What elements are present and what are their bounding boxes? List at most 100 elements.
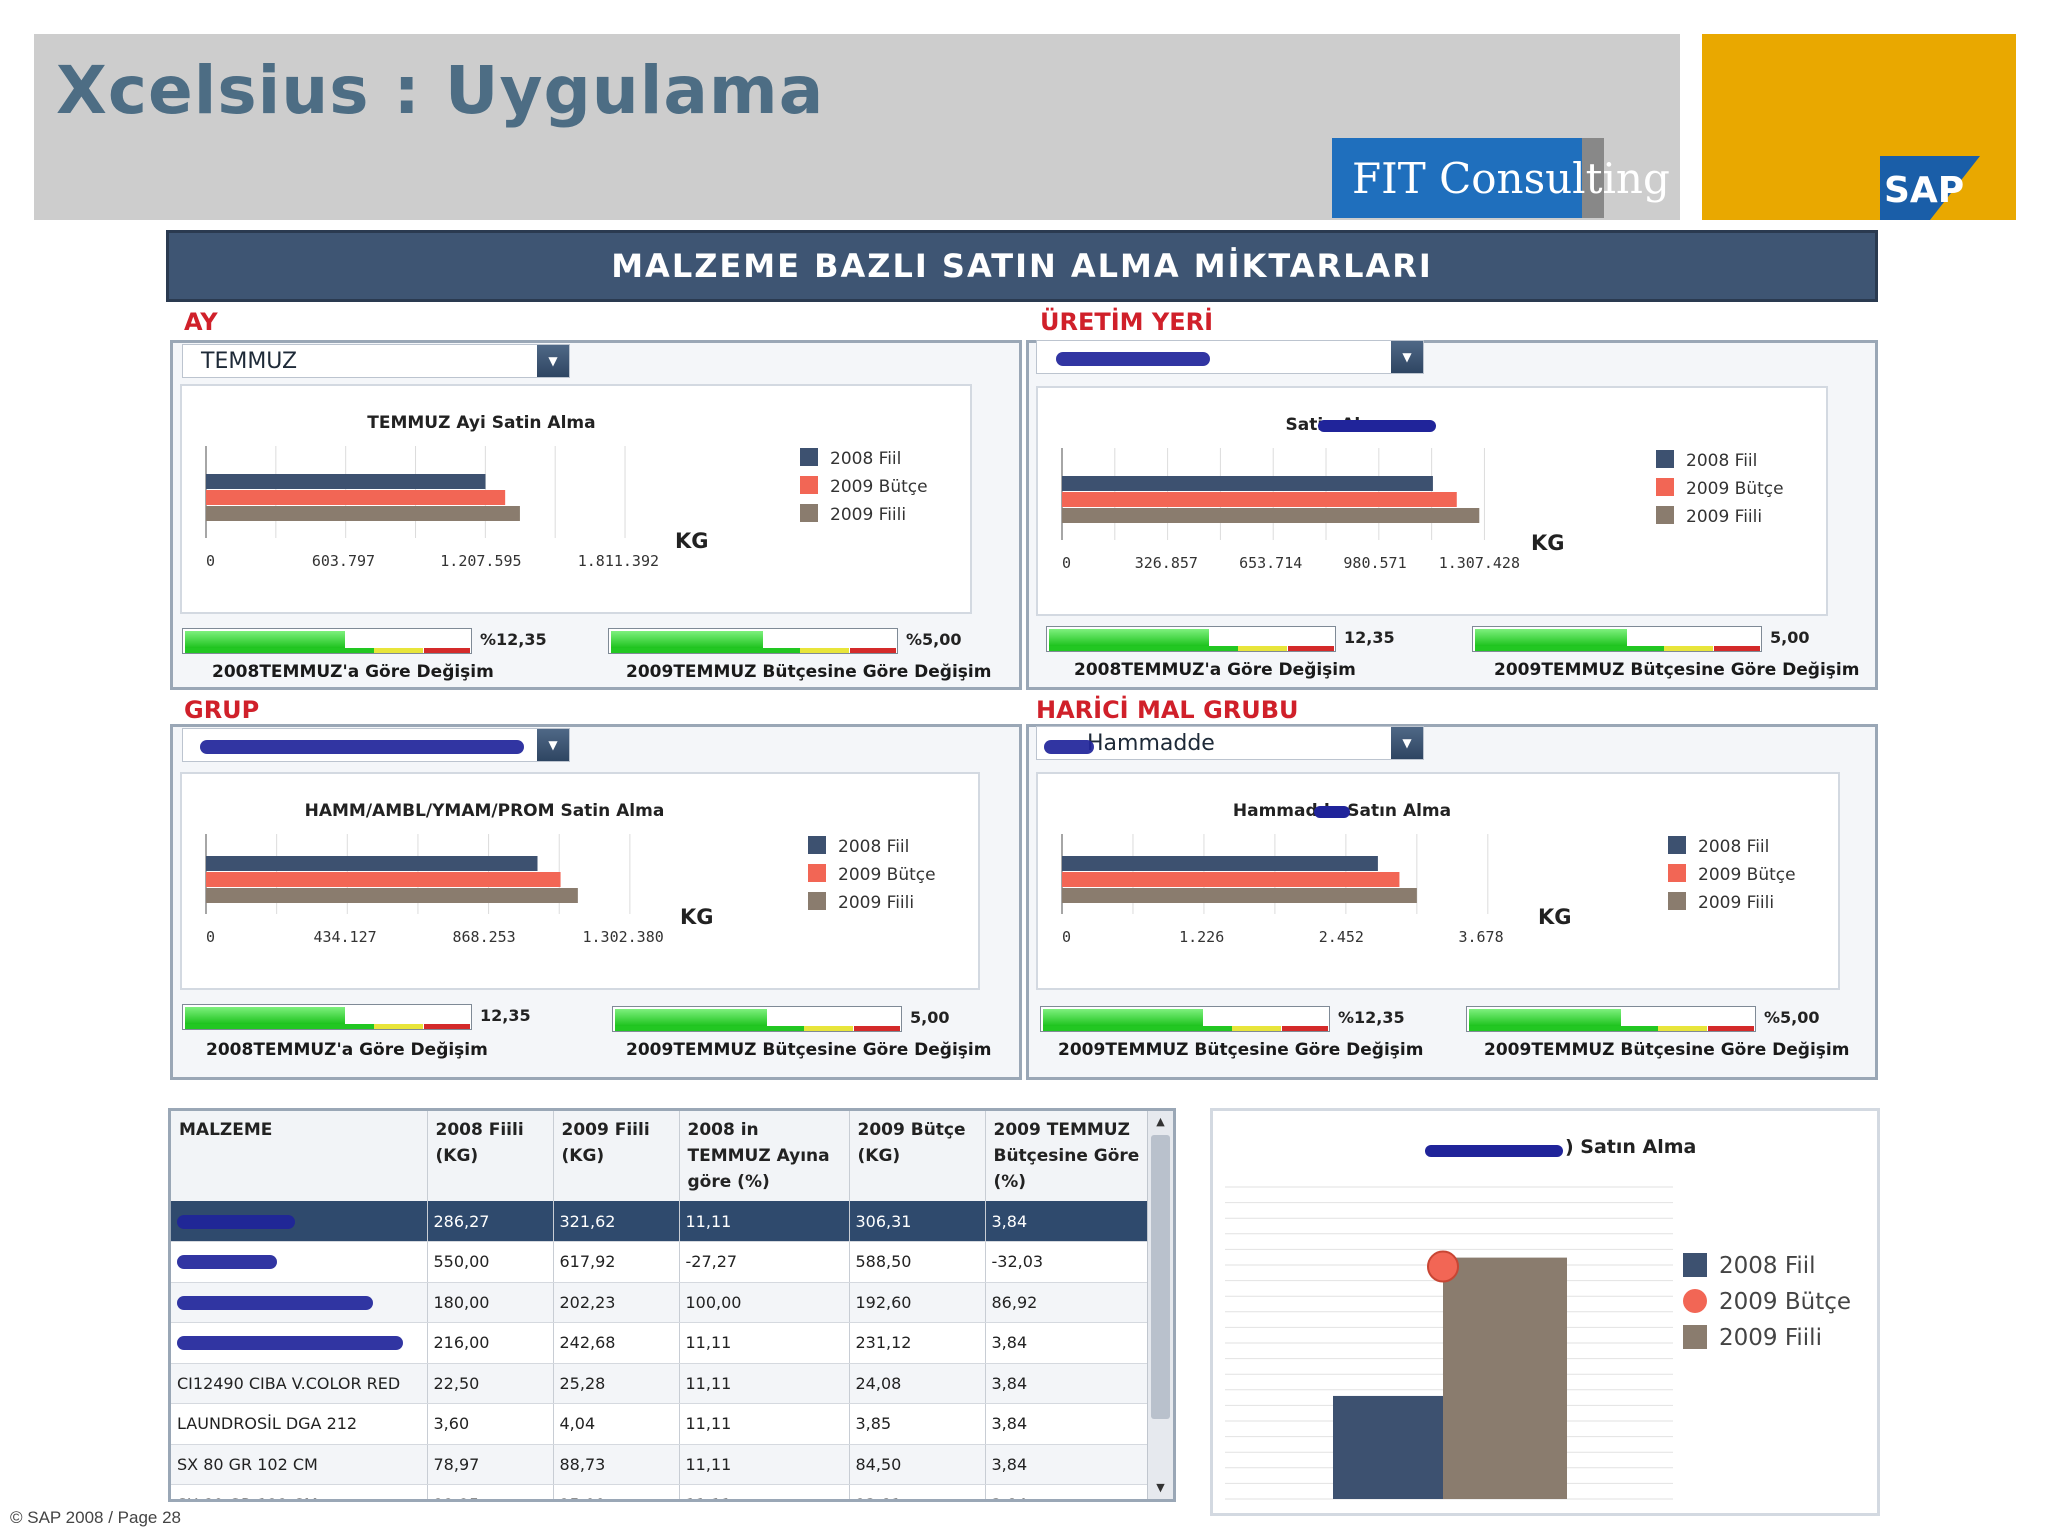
column-header[interactable]: 2009 Bütçe (KG) <box>849 1111 986 1201</box>
gauge-zone-red <box>1708 1026 1754 1031</box>
legend-label: 2009 Bütçe <box>830 477 928 497</box>
gauge-value: 5,00 <box>1770 628 1810 647</box>
gauge-fill <box>611 631 763 649</box>
gauge-zone-red <box>854 1026 900 1031</box>
gauge-label: 2009TEMMUZ Bütçesine Göre Değişim <box>626 1040 992 1060</box>
gauge-zone-green <box>1469 1026 1660 1031</box>
table-row[interactable]: 286,27 321,62 11,11 306,31 3,84 <box>171 1201 1152 1242</box>
gauge-zone-yellow <box>1664 646 1713 651</box>
table-cell: 22,50 <box>427 1363 554 1404</box>
bar-chart-box: Satin Alma0326.857653.714980.5711.307.42… <box>1036 386 1828 616</box>
legend-label: 2009 Fiili <box>1686 507 1762 527</box>
table-cell: 11,11 <box>679 1201 850 1242</box>
axis-unit-label: KG <box>680 905 714 929</box>
progress-gauge <box>1466 1006 1756 1032</box>
bar-2008-fiil <box>206 474 486 489</box>
table-cell: 321,62 <box>553 1201 680 1242</box>
gauge-fill <box>185 631 345 649</box>
brand-name: FIT Consulting <box>1352 154 1670 203</box>
gauge-value: %5,00 <box>906 630 962 649</box>
dropdown-arrow-icon[interactable]: ▼ <box>1391 727 1423 759</box>
gauge-label: 2009TEMMUZ Bütçesine Göre Değişim <box>1494 660 1860 680</box>
table-cell: 11,11 <box>679 1403 850 1445</box>
sap-logo-text: SAP <box>1884 170 1964 211</box>
material-name-cell <box>171 1282 428 1323</box>
x-tick-label: 0 <box>206 928 215 946</box>
column-header[interactable]: 2008 in TEMMUZ Ayına göre (%) <box>679 1111 850 1201</box>
table-row[interactable]: CI12490 CIBA V.COLOR RED 22,50 25,28 11,11 2… <box>171 1363 1152 1404</box>
slide-title: Xcelsius : Uygulama <box>56 52 825 129</box>
dropdown-arrow-icon[interactable]: ▼ <box>1391 341 1423 373</box>
redaction-mark <box>177 1214 295 1229</box>
table-cell: 202,23 <box>553 1282 680 1323</box>
scroll-down-arrow-icon[interactable]: ▼ <box>1156 1481 1165 1494</box>
chart-title: HAMM/AMBL/YMAM/PROM Satin Alma <box>305 801 665 821</box>
scroll-thumb[interactable] <box>1151 1135 1170 1419</box>
x-tick-label: 0 <box>1062 554 1071 572</box>
table-cell: 3,84 <box>985 1484 1152 1499</box>
gauge-zone-yellow <box>1232 1026 1281 1031</box>
progress-gauge <box>1472 626 1762 652</box>
scroll-up-arrow-icon[interactable]: ▲ <box>1156 1115 1165 1128</box>
legend-label: 2009 Fiili <box>1719 1325 1822 1351</box>
table-row[interactable]: 216,00 242,68 11,11 231,12 3,84 <box>171 1322 1152 1364</box>
table-cell: 306,31 <box>849 1201 986 1242</box>
legend-swatch <box>1683 1289 1707 1313</box>
x-tick-label: 0 <box>1062 928 1071 946</box>
legend-swatch <box>1656 450 1674 468</box>
x-tick-label: 603.797 <box>312 552 375 570</box>
progress-gauge <box>608 628 898 654</box>
redaction-mark <box>177 1255 277 1270</box>
gauge-fill <box>1049 629 1209 647</box>
table-cell: 216,00 <box>427 1322 554 1364</box>
bar-2009-butce <box>1062 872 1400 887</box>
table-cell: 84,50 <box>849 1444 986 1485</box>
section-label: AY <box>184 308 218 336</box>
table-row[interactable]: LAUNDROSİL DGA 212 3,60 4,04 11,11 3,85 3,84 <box>171 1403 1152 1445</box>
table-row[interactable]: 550,00 617,92 -27,27 588,50 -32,03 <box>171 1241 1152 1283</box>
column-header[interactable]: 2008 Fiili (KG) <box>427 1111 554 1201</box>
filter-dropdown[interactable]: Hammadde ▼ <box>1036 726 1424 760</box>
axis-unit-label: KG <box>1538 905 1572 929</box>
table-scrollbar[interactable]: ▲ ▼ <box>1147 1111 1173 1499</box>
material-name-cell <box>171 1241 428 1283</box>
x-tick-label: 1.307.428 <box>1439 554 1520 572</box>
axis-unit-label: KG <box>1531 531 1565 555</box>
column-header[interactable]: 2009 Fiili (KG) <box>553 1111 680 1201</box>
gauge-zone-yellow <box>804 1026 853 1031</box>
gauge-label: 2008TEMMUZ'a Göre Değişim <box>206 1040 488 1060</box>
x-tick-label: 3.678 <box>1458 928 1503 946</box>
table-row[interactable]: SX 80 GR 102 CM 78,97 88,73 11,11 84,50 3,84 <box>171 1444 1152 1485</box>
filter-dropdown[interactable]: TEMMUZ ▼ <box>182 344 570 378</box>
gauge-label: 2009TEMMUZ Bütçesine Göre Değişim <box>1484 1040 1850 1060</box>
legend-swatch <box>808 864 826 882</box>
legend-label: 2008 Fiil <box>830 449 901 469</box>
gauge-zone-yellow <box>1238 646 1287 651</box>
legend-swatch <box>1656 506 1674 524</box>
table-row[interactable]: 180,00 202,23 100,00 192,60 86,92 <box>171 1282 1152 1323</box>
column-header[interactable]: MALZEME <box>171 1111 428 1201</box>
column-header[interactable]: 2009 TEMMUZ Bütçesine Göre (%) <box>985 1111 1152 1201</box>
table-cell: 4,04 <box>553 1403 680 1445</box>
bar-2008-fiil <box>1062 856 1378 871</box>
sap-logo: SAP <box>1880 156 1980 220</box>
bar-2009-fiili <box>206 506 520 521</box>
legend-swatch <box>1683 1325 1707 1349</box>
material-table[interactable]: MALZEME 2008 Fiili (KG) 2009 Fiili (KG) 200… <box>168 1108 1176 1502</box>
gauge-label: 2009TEMMUZ Bütçesine Göre Değişim <box>1058 1040 1424 1060</box>
dropdown-arrow-icon[interactable]: ▼ <box>537 729 569 761</box>
table-cell: 78,97 <box>427 1444 554 1485</box>
bar-chart: Satin Alma0326.857653.714980.5711.307.42… <box>1061 415 1784 572</box>
legend-label: 2009 Bütçe <box>838 865 936 885</box>
table-cell: 88,73 <box>553 1444 680 1485</box>
dropdown-arrow-icon[interactable]: ▼ <box>537 345 569 377</box>
legend-swatch <box>1683 1253 1707 1277</box>
gauge-value: 12,35 <box>1344 628 1395 647</box>
material-name-cell: LAUNDROSİL DGA 212 <box>171 1403 428 1445</box>
gauge-zone-yellow <box>1658 1026 1707 1031</box>
bar-chart-box: Hammadde Satın Alma 0 1.226 2.452 3.678 KG 200… <box>1036 772 1840 990</box>
section-label: HARİCİ MAL GRUBU <box>1036 696 1299 724</box>
x-tick-label: 980.571 <box>1343 554 1406 572</box>
gauge-value: 5,00 <box>910 1008 950 1027</box>
